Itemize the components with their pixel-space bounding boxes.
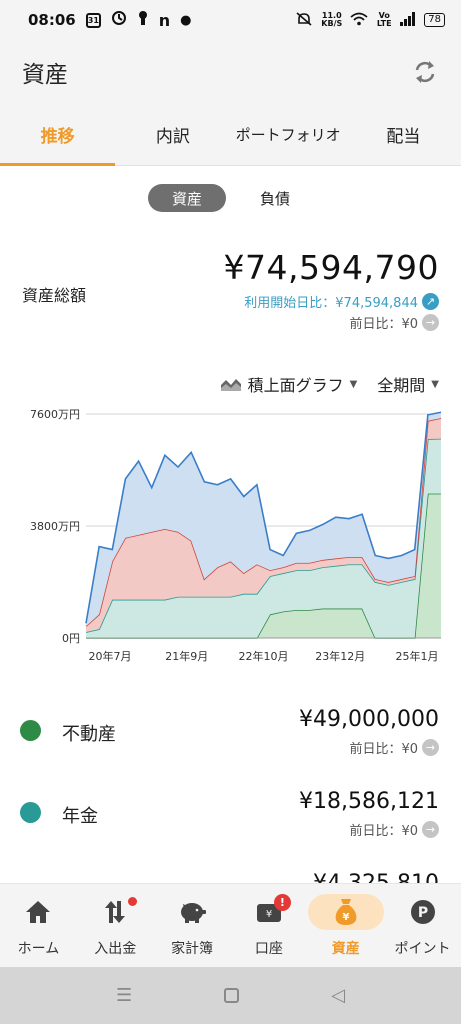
asset-prev-day: 前日比：¥0 → (349, 738, 439, 757)
x-tick-label: 22年10月 (239, 649, 289, 663)
asset-name: 不動産 (62, 724, 116, 745)
sync-notification-icon (111, 10, 127, 30)
total-assets-value: ¥74,594,790 (223, 248, 439, 287)
nav-assets[interactable]: ¥ 資産 (307, 884, 384, 967)
network-speed: 11.0 KB/S (321, 11, 343, 28)
asset-value: ¥18,586,121 (299, 789, 439, 814)
arrow-right-icon: → (422, 314, 439, 331)
x-tick-label: 20年7月 (89, 649, 132, 663)
legend-dot (20, 802, 41, 823)
legend-dot (20, 720, 41, 741)
segment-assets[interactable]: 資産 (148, 184, 226, 212)
series-line-2 (85, 417, 442, 627)
mute-icon (295, 11, 313, 30)
alert-badge: ! (273, 893, 291, 911)
asset-row-pension[interactable]: 年金 ¥18,586,121 前日比：¥0 → (0, 772, 461, 852)
since-start-change[interactable]: 利用開始日比：¥74,594,844 ↗ (244, 292, 439, 311)
series-area-1 (86, 438, 441, 638)
since-start-text: 利用開始日比：¥74,594,844 (244, 296, 418, 311)
svg-text:¥: ¥ (342, 912, 349, 923)
tab-breakdown[interactable]: 内訳 (155, 127, 190, 147)
asset-name: 年金 (62, 806, 98, 827)
y-tick-label: 7600万円 (30, 408, 80, 421)
prev-day-change[interactable]: 前日比：¥0 → (349, 313, 439, 332)
refresh-icon[interactable] (411, 58, 439, 86)
series-line-3 (85, 411, 442, 624)
arrow-up-right-icon: ↗ (422, 293, 439, 310)
home-button-icon[interactable] (224, 988, 240, 1003)
system-nav-bar: ☰ ◁ (0, 967, 461, 1024)
series-area-2 (86, 418, 441, 633)
tab-portfolio[interactable]: ポートフォリオ (235, 126, 341, 144)
asset-prev-day: 前日比：¥0 → (349, 820, 439, 839)
stacked-area-icon (220, 379, 241, 391)
asset-row-real-estate[interactable]: 不動産 ¥49,000,000 前日比：¥0 → (0, 690, 461, 770)
money-bag-icon: ¥ (335, 898, 357, 925)
nav-household[interactable]: 家計簿 (154, 884, 231, 967)
caret-down-icon: ▼ (349, 378, 358, 390)
wifi-icon (350, 12, 368, 29)
bottom-nav: ホーム 入出金 家計簿 ¥ (0, 883, 461, 967)
svg-text:¥: ¥ (266, 909, 272, 920)
battery-icon: 78 (424, 13, 445, 27)
period-label: 全期間 (377, 376, 426, 395)
home-icon (26, 900, 51, 923)
total-assets-label: 資産総額 (22, 286, 87, 305)
graph-type-dropdown[interactable]: 積上面グラフ ▼ (220, 372, 358, 396)
asset-value: ¥49,000,000 (299, 707, 439, 732)
back-icon[interactable]: ◁ (331, 985, 345, 1006)
graph-type-label: 積上面グラフ (247, 376, 344, 395)
arrow-right-icon: → (422, 739, 439, 756)
page-title: 資産 (22, 62, 68, 88)
wallet-icon: ¥ (256, 903, 281, 922)
tab-trend[interactable]: 推移 (0, 104, 116, 166)
tab-dividend[interactable]: 配当 (386, 127, 421, 147)
stacked-area-chart[interactable]: 0円 3800万円 7600万円 20年7月 21年9月 22年10月 23年12月 25年1… (0, 400, 461, 670)
tab-bar: 推移 内訳 ポートフォリオ 配当 (0, 104, 461, 166)
caret-down-icon: ▼ (431, 378, 439, 390)
nav-home[interactable]: ホーム (0, 884, 77, 967)
volte-icon: Vo LTE (376, 11, 392, 28)
prev-day-text: 前日比：¥0 (349, 317, 418, 332)
segment-liabilities[interactable]: 負債 (259, 189, 290, 208)
x-tick-label: 25年1月 (396, 649, 439, 663)
chart-options: 積上面グラフ ▼ 全期間 ▼ (220, 372, 439, 396)
arrow-right-icon: → (422, 821, 439, 838)
more-notifications-dot-icon: ● (180, 12, 192, 28)
y-tick-label: 3800万円 (30, 520, 80, 533)
app-notification-icon: n (158, 10, 171, 30)
transfer-icon (105, 900, 126, 923)
status-time: 08:06 (28, 11, 76, 29)
calendar-icon: 31 (85, 12, 101, 28)
x-tick-label: 23年12月 (315, 649, 365, 663)
nav-transfer[interactable]: 入出金 (77, 884, 154, 967)
notification-badge (128, 896, 138, 906)
y-tick-label: 0円 (62, 632, 80, 645)
point-icon: P (410, 899, 435, 924)
app-header: 資産 (0, 40, 461, 104)
period-dropdown[interactable]: 全期間 ▼ (377, 372, 439, 396)
keyhole-icon (137, 10, 149, 30)
piggy-bank-icon (181, 902, 207, 923)
asset-liability-toggle: 資産 負債 (148, 184, 314, 212)
svg-text:P: P (417, 905, 427, 921)
signal-icon (400, 11, 416, 29)
recent-apps-icon[interactable]: ☰ (116, 985, 133, 1006)
x-tick-label: 21年9月 (165, 649, 208, 663)
status-bar: 08:06 31 n ● 11.0 KB/S Vo LTE 78 (0, 0, 461, 40)
nav-accounts[interactable]: ¥ ! 口座 (230, 884, 307, 967)
nav-points[interactable]: P ポイント (384, 884, 461, 967)
